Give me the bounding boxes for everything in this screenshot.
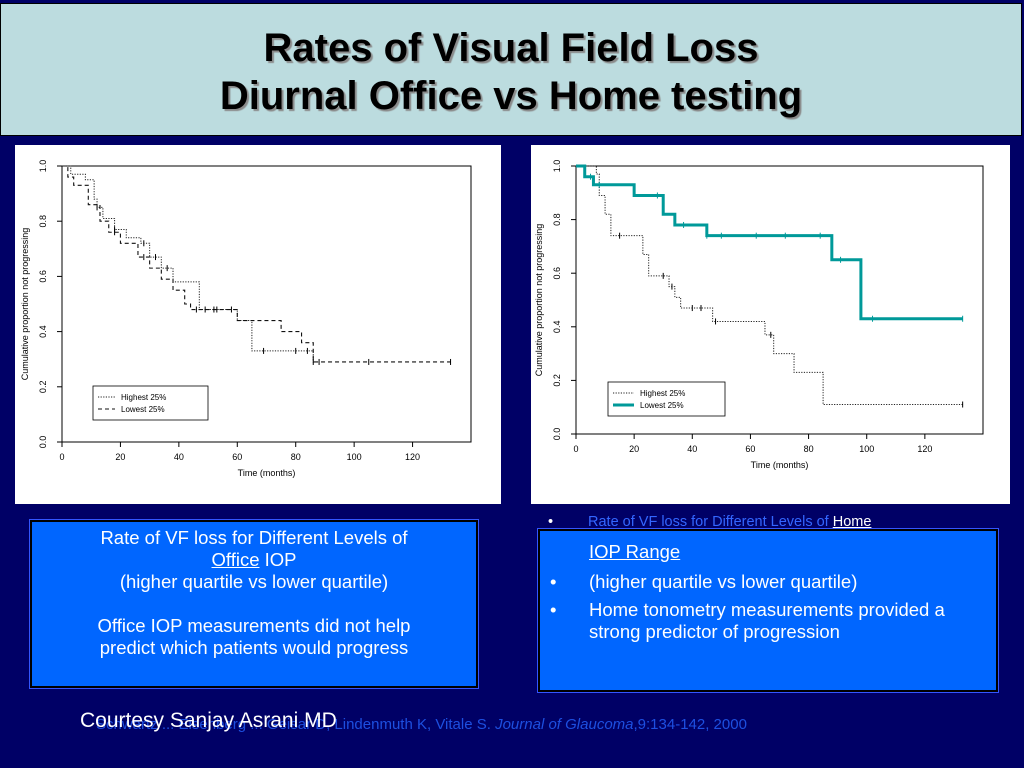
title-banner: Rates of Visual Field Loss Diurnal Offic… (0, 3, 1022, 136)
home-iop-chart: 0 20 40 60 80 100 120 0.0 0.2 0.4 0.6 0.8 1.0 Time (m… (531, 145, 1010, 504)
office-summary-line-1: Rate of VF loss for Different Levels of (100, 527, 408, 548)
courtesy-credit: Courtesy Sanjay Asrani MD (80, 709, 337, 732)
office-summary-line-2: Office IOP (32, 549, 476, 571)
office-summary-line-3: (higher quartile vs lower quartile) (119, 571, 389, 592)
y-tick-label: 0.4 (552, 321, 562, 334)
y-tick-label: 0.2 (552, 374, 562, 387)
plot-frame (575, 165, 984, 435)
home-iop-chart-svg: 0 20 40 60 80 100 120 0.0 0.2 0.4 0.6 0.8 1.0 Time (m… (534, 160, 984, 470)
home-iop-summary-box: IOP Range • (higher quartile vs lower qu… (537, 528, 999, 693)
home-bullet-2-text: Home tonometry measurements provided a s… (589, 599, 945, 642)
x-tick-label: 0 (59, 452, 64, 462)
legend-box (607, 381, 726, 417)
y-tick-label: 1.0 (552, 160, 562, 173)
x-tick-label: 100 (347, 452, 362, 462)
office-iop-chart: 0 20 40 60 80 100 120 0.0 0.2 0.4 0.6 0.8 1.0 Time (m… (15, 145, 501, 504)
citation-suffix: ,9:134-142, 2000 (633, 716, 747, 733)
y-tick-label: 0.8 (552, 213, 562, 226)
x-tick-label: 60 (745, 444, 755, 454)
legend-label-1: Highest 25% (640, 389, 685, 398)
y-tick-label: 0.0 (38, 436, 48, 449)
x-axis-label: Time (months) (238, 468, 296, 478)
x-tick-label: 100 (859, 444, 874, 454)
x-tick-label: 80 (804, 444, 814, 454)
plot-frame (61, 165, 472, 443)
office-iop-word: IOP (259, 549, 297, 570)
series-line-1 (62, 165, 320, 363)
y-tick-label: 0.6 (552, 267, 562, 280)
bullet-dot: • (548, 514, 554, 530)
bullet-dot: • (550, 571, 557, 592)
office-iop-chart-svg: 0 20 40 60 80 100 120 0.0 0.2 0.4 0.6 0.8 1.0 Time (m… (20, 160, 472, 478)
x-axis-label: Time (months) (751, 460, 809, 470)
series-line-1 (576, 165, 963, 406)
office-iop-summary-box: Rate of VF loss for Different Levels of … (29, 519, 479, 689)
y-axis-label: Cumulative proportion not progressing (534, 224, 544, 377)
home-link-word: Home (832, 514, 872, 530)
x-tick-label: 120 (917, 444, 932, 454)
x-tick-label: 120 (405, 452, 420, 462)
home-header-prefix: Rate of VF loss for Different Levels of (588, 514, 833, 530)
citation: Schwartz ... Eisenberg ... Geisar D, Lin… (96, 716, 1024, 733)
x-tick-label: 60 (232, 452, 242, 462)
y-tick-label: 0.6 (38, 270, 48, 283)
office-summary-line-4: Office IOP measurements did not help (97, 615, 411, 636)
office-summary-line-5: predict which patients would progress (99, 637, 409, 658)
home-bullet-1-text: (higher quartile vs lower quartile) (589, 571, 858, 592)
x-tick-label: 40 (687, 444, 697, 454)
y-tick-label: 0.8 (38, 215, 48, 228)
slide-title-line-1: Rates of Visual Field Loss (263, 26, 759, 70)
y-axis-label: Cumulative proportion not progressing (20, 228, 30, 381)
bullet-dot: • (550, 599, 557, 620)
y-tick-label: 0.2 (38, 381, 48, 394)
home-header-bullet-text: Rate of VF loss for Different Levels of … (588, 514, 871, 531)
home-bullet-2: • Home tonometry measurements provided a… (540, 599, 990, 643)
x-tick-label: 20 (115, 452, 125, 462)
legend-label-1: Highest 25% (121, 393, 166, 402)
office-underlined-word: Office (211, 549, 260, 570)
home-bullet-1: • (higher quartile vs lower quartile) (540, 571, 990, 593)
y-tick-label: 0.0 (552, 428, 562, 441)
citation-prefix: Schwartz ... Eisenberg ... Geisar D, Lin… (96, 716, 491, 733)
home-header-continuation: IOP Range (540, 541, 990, 563)
home-iop-range-text: IOP Range (589, 541, 681, 562)
x-tick-label: 0 (573, 444, 578, 454)
series-line-2 (62, 165, 451, 363)
legend-label-2: Lowest 25% (640, 401, 684, 410)
x-tick-label: 80 (291, 452, 301, 462)
y-tick-label: 0.4 (38, 325, 48, 338)
legend-box (92, 385, 209, 421)
x-tick-label: 40 (174, 452, 184, 462)
citation-journal: Journal of Glaucoma (495, 716, 634, 733)
slide-title-line-2: Diurnal Office vs Home testing (219, 74, 803, 118)
x-tick-label: 20 (629, 444, 639, 454)
y-tick-label: 1.0 (38, 160, 48, 173)
legend-label-2: Lowest 25% (121, 405, 165, 414)
series-line-2 (576, 164, 963, 321)
